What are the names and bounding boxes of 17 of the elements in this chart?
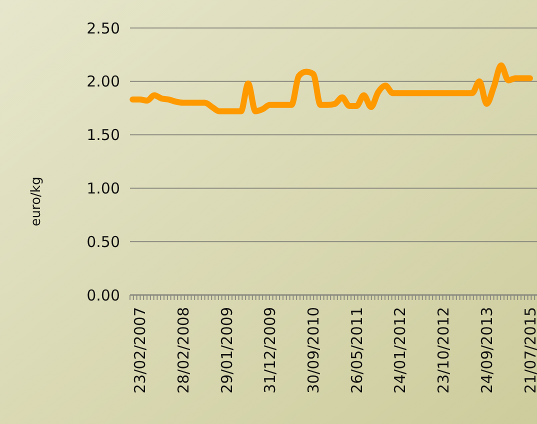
x-tick-label: 30/09/2010	[304, 307, 322, 394]
y-tick-label: 1.00	[86, 179, 120, 198]
x-tick-label: 23/02/2007	[131, 307, 150, 394]
y-tick-label: 1.50	[86, 126, 120, 144]
x-tick-label: 21/07/2015	[521, 307, 537, 394]
x-tick-label: 31/12/2009	[261, 307, 280, 394]
x-tick-label: 26/05/2011	[348, 307, 366, 394]
x-tick-label: 23/10/2012	[434, 307, 453, 394]
x-tick-label: 24/09/2013	[478, 307, 496, 394]
y-tick-label: 2.50	[86, 19, 120, 38]
x-tick-label: 24/01/2012	[391, 307, 410, 394]
x-tick-label: 28/02/2008	[174, 307, 192, 394]
x-tick-label: 29/01/2009	[218, 307, 236, 394]
y-tick-label: 0.00	[86, 286, 120, 304]
y-tick-label: 2.00	[86, 72, 120, 91]
y-axis-title: euro/kg	[29, 176, 44, 226]
y-tick-label: 0.50	[86, 232, 120, 251]
